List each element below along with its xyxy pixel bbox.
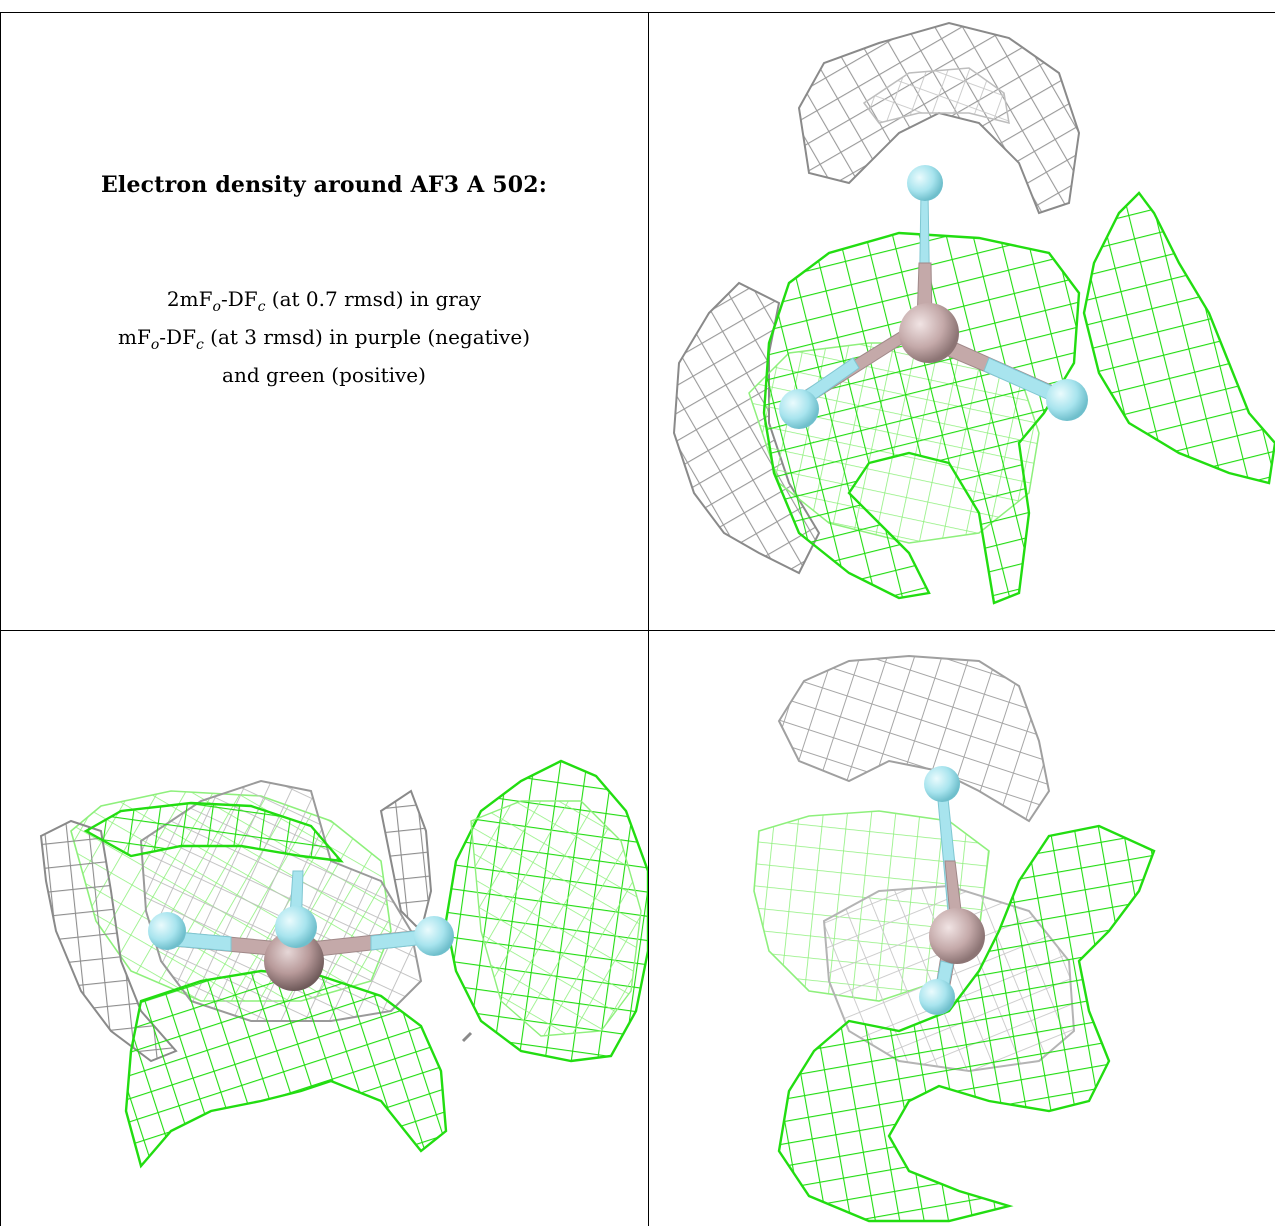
- table-border-top: [0, 12, 1275, 13]
- green-density-mesh-main: [777, 824, 1156, 1223]
- green-density-mesh-right: [1082, 191, 1275, 485]
- gray-density-mesh-top: [777, 654, 1051, 823]
- green-density-mesh-right: [444, 759, 648, 1063]
- aluminium-atom: [264, 931, 324, 991]
- aluminium-atom: [929, 908, 985, 964]
- density-panel-side-view: [1, 631, 648, 1226]
- alf3-molecule: [919, 766, 985, 1015]
- fluorine-atom: [907, 165, 943, 201]
- green-density-mesh-top: [83, 801, 344, 863]
- legend-line-positive: and green (positive): [222, 363, 426, 387]
- density-panel-front-view: [649, 13, 1275, 630]
- fluorine-atom: [1046, 379, 1088, 421]
- table-border-middle: [0, 630, 1275, 631]
- fluorine-atom: [924, 766, 960, 802]
- density-panel-top-view: [649, 631, 1275, 1226]
- alf3-molecule: [779, 165, 1088, 429]
- legend-line-gray: 2mFo-DFc (at 0.7 rmsd) in gray: [166, 287, 482, 315]
- green-density-mesh-bottom: [124, 969, 448, 1169]
- caption-title: Electron density around AF3 A 502:: [100, 172, 548, 198]
- caption-legend: 2mFo-DFc (at 0.7 rmsd) in gray mFo-DFc (…: [0, 284, 648, 390]
- aluminium-atom: [899, 303, 959, 363]
- gray-density-fragment: [461, 1031, 473, 1043]
- fluorine-atom: [414, 916, 454, 956]
- alf3-molecule: [148, 870, 454, 991]
- caption-cell: Electron density around AF3 A 502: 2mFo-…: [0, 0, 648, 630]
- fluorine-atom: [148, 912, 186, 950]
- legend-line-difference: mFo-DFc (at 3 rmsd) in purple (negative): [118, 325, 530, 353]
- fluorine-atom: [919, 979, 955, 1015]
- gray-density-mesh-top: [797, 21, 1081, 215]
- table-border-center: [648, 12, 649, 1226]
- table-border-left: [0, 12, 1, 1226]
- fluorine-atom: [779, 389, 819, 429]
- green-density-mesh-main: [762, 231, 1081, 605]
- fluorine-atom: [275, 906, 317, 948]
